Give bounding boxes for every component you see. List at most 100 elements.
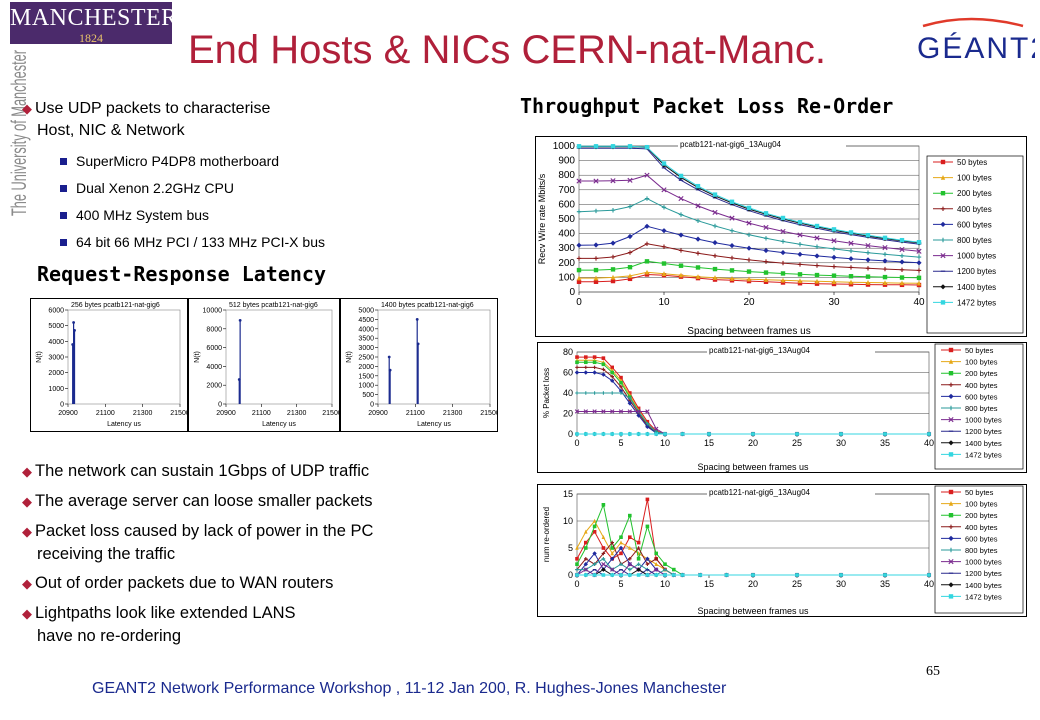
- data-point: [584, 391, 588, 395]
- x-tick-label: 30: [828, 297, 840, 308]
- legend-label: 800 bytes: [965, 546, 998, 555]
- data-point: [575, 573, 579, 577]
- x-tick-label: 21500: [322, 410, 340, 417]
- data-point: [584, 360, 588, 365]
- data-point: [601, 557, 606, 561]
- data-point: [746, 269, 752, 274]
- latency-heading: Request-Response Latency: [37, 262, 326, 286]
- geant-arc-icon: [922, 17, 1024, 28]
- data-point: [678, 263, 684, 268]
- data-point: [610, 546, 614, 550]
- footer-text: GEANT2 Network Performance Workshop , 11…: [92, 680, 727, 697]
- data-point: [601, 562, 606, 567]
- data-point: [695, 236, 701, 242]
- data-point: [628, 432, 632, 436]
- legend-label: 800 bytes: [965, 404, 998, 413]
- data-point: [661, 244, 667, 249]
- y-tick-label: 4000: [206, 364, 222, 371]
- legend-label: 1200 bytes: [957, 267, 996, 276]
- data-point: [584, 573, 588, 577]
- y-tick-label: 3000: [358, 345, 374, 352]
- y-tick-label: 900: [558, 156, 575, 167]
- data-point: [695, 183, 701, 189]
- data-point: [814, 235, 820, 241]
- x-tick-label: 40: [924, 438, 934, 448]
- data-point: [592, 573, 597, 577]
- chart-title: pcatb121-nat-gig6_13Aug04: [680, 140, 782, 149]
- data-point: [645, 524, 650, 529]
- data-point: [795, 432, 799, 436]
- data-point: [636, 432, 641, 436]
- histogram-peak-point: [72, 321, 75, 324]
- x-tick-label: 0: [574, 579, 579, 589]
- data-point: [584, 540, 588, 545]
- data-point: [724, 573, 729, 577]
- data-point: [763, 236, 769, 241]
- data-point: [584, 365, 588, 370]
- data-point: [707, 432, 711, 436]
- data-point: [627, 276, 633, 282]
- conclusion-item-continuation: have no re-ordering: [37, 627, 182, 645]
- x-tick-label: 20: [743, 297, 755, 308]
- chart-title: pcatb121-nat-gig6_13Aug04: [709, 346, 811, 355]
- data-point: [797, 262, 803, 267]
- data-point: [592, 360, 597, 365]
- data-point: [576, 267, 582, 273]
- spec-item: 64 bit 66 MHz PCI / 133 MHz PCI-X bus: [60, 229, 325, 256]
- data-point: [575, 365, 579, 370]
- square-bullet-icon: [60, 185, 67, 192]
- legend-marker: [940, 237, 946, 243]
- data-point: [610, 540, 614, 545]
- data-point: [619, 375, 623, 380]
- chart-title: pcatb121-nat-gig6_13Aug04: [709, 488, 811, 497]
- data-point: [619, 432, 623, 436]
- diamond-bullet-icon: ◆: [22, 606, 32, 621]
- data-point: [865, 257, 871, 263]
- plot-area: [67, 309, 181, 405]
- data-point: [574, 409, 580, 414]
- data-point: [797, 281, 803, 286]
- legend-label: 200 bytes: [965, 511, 998, 520]
- data-point: [729, 268, 735, 273]
- legend-label: 50 bytes: [965, 346, 994, 355]
- data-point: [575, 567, 579, 572]
- data-point: [576, 242, 582, 248]
- data-point: [712, 266, 718, 272]
- data-point: [644, 172, 650, 178]
- data-point: [848, 240, 854, 246]
- y-axis-label: N(t): [36, 351, 43, 363]
- data-point: [601, 551, 606, 556]
- y-tick-label: 4000: [358, 326, 374, 333]
- data-point: [584, 529, 588, 534]
- data-point: [729, 215, 735, 221]
- x-tick-label: 5: [618, 579, 623, 589]
- legend-label: 800 bytes: [957, 236, 992, 245]
- data-point: [610, 240, 616, 246]
- legend-marker: [948, 417, 954, 423]
- y-tick-label: 0: [568, 429, 573, 439]
- y-tick-label: 0: [370, 402, 374, 409]
- geant2-logo-text: GÉANT2: [917, 32, 1035, 65]
- data-point: [601, 391, 606, 395]
- data-point: [601, 546, 606, 550]
- data-point: [751, 432, 755, 436]
- data-point: [627, 273, 633, 279]
- y-tick-label: 700: [558, 185, 575, 196]
- intro-line1: Use UDP packets to characterise: [35, 100, 271, 117]
- x-tick-label: 40: [913, 297, 925, 308]
- x-tick-label: 15: [704, 579, 714, 589]
- y-axis-label: N(t): [346, 351, 353, 363]
- data-point: [831, 279, 837, 284]
- legend-marker: [948, 371, 954, 376]
- data-point: [601, 356, 606, 360]
- data-point: [628, 545, 632, 550]
- data-point: [644, 259, 650, 264]
- y-tick-label: 600: [558, 199, 575, 210]
- legend-label: 400 bytes: [965, 381, 998, 390]
- legend-label: 50 bytes: [957, 158, 987, 167]
- data-point: [619, 540, 623, 545]
- data-point: [899, 267, 905, 273]
- data-point: [654, 562, 658, 566]
- data-point: [865, 274, 871, 279]
- data-point: [814, 272, 820, 278]
